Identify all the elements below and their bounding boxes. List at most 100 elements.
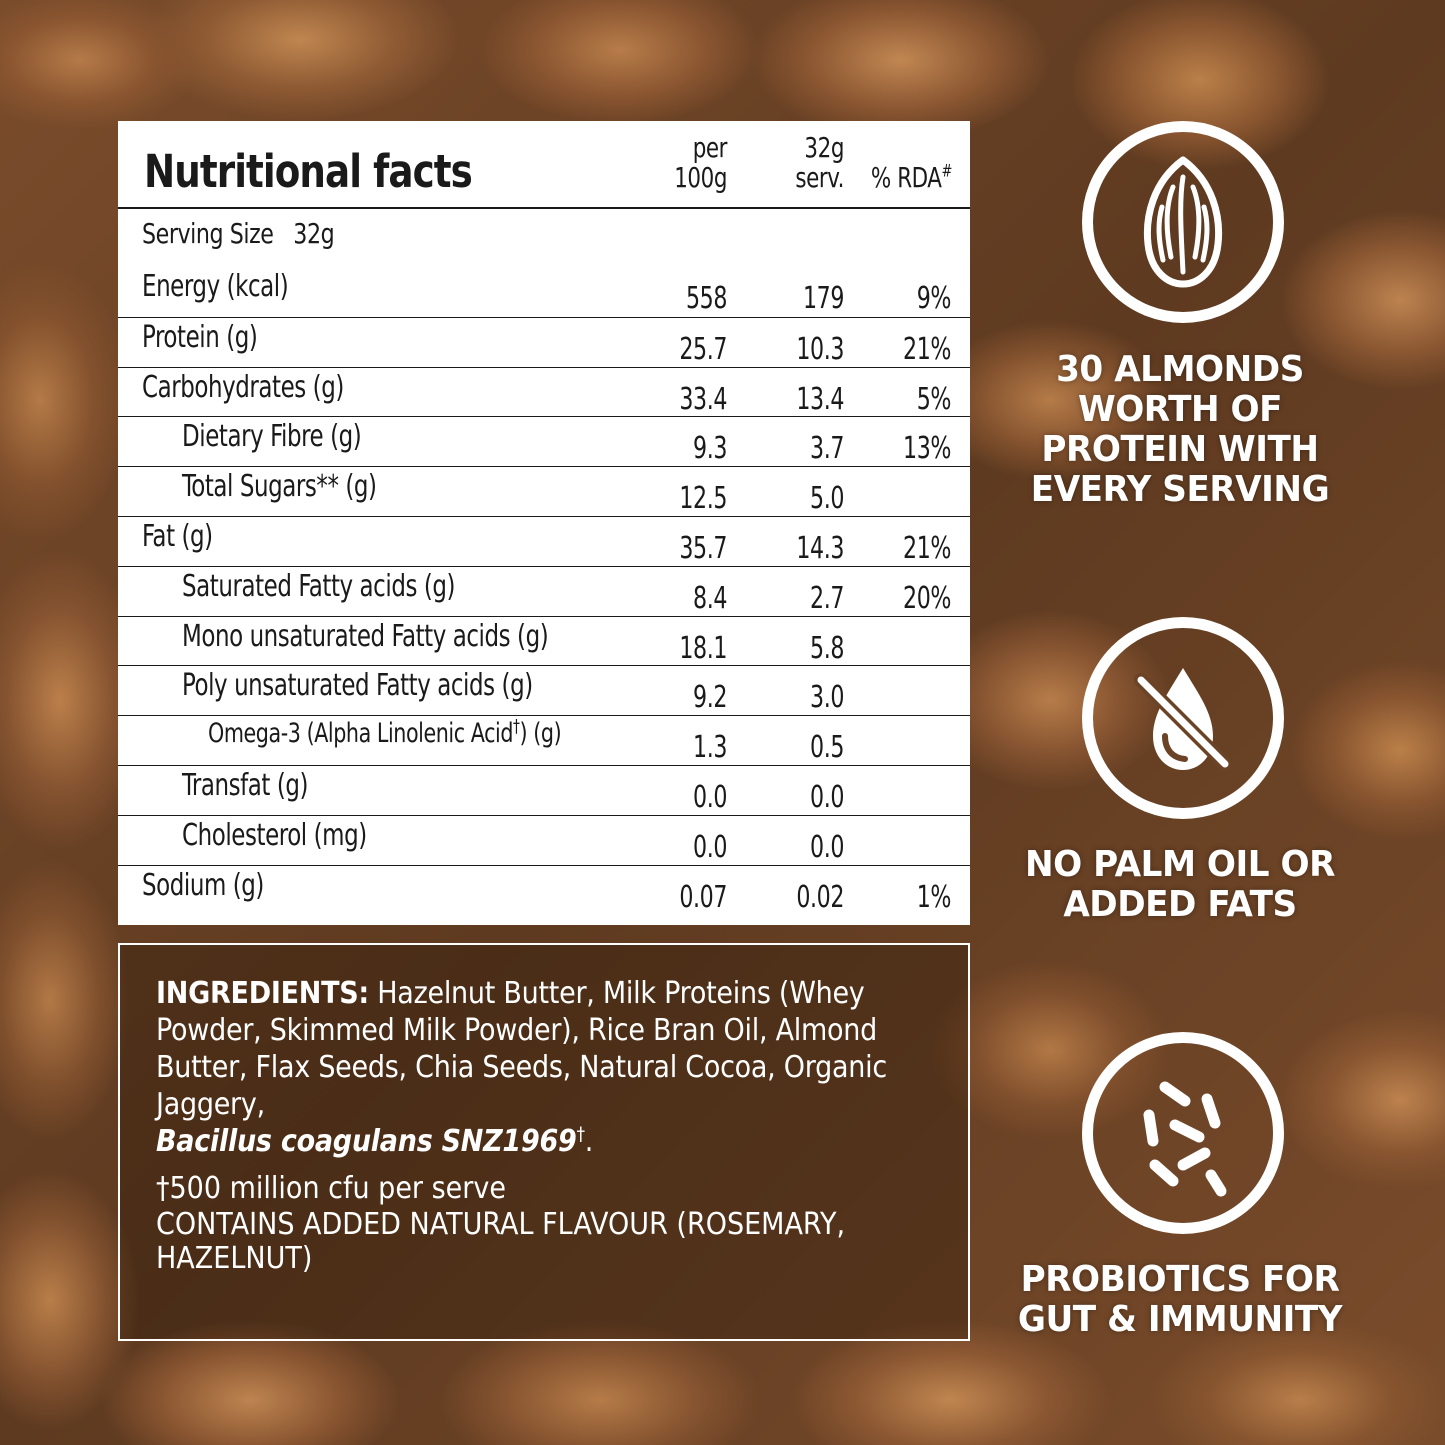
table-row: Saturated Fatty acids (g) 8.4 2.7 20% <box>118 565 970 616</box>
col-head-per100-b: 100g <box>674 161 727 194</box>
value-rda: 5% <box>916 381 952 417</box>
table-row: Carbohydrates (g) 33.4 13.4 5% <box>118 366 970 417</box>
col-head-serving: 32g serv. <box>742 133 844 193</box>
badge-no-oil-line-2: ADDED FATS <box>1063 884 1297 925</box>
value-per-serving: 10.3 <box>796 331 844 367</box>
serving-size-value: 32g <box>293 217 335 250</box>
row-label-sup: † <box>513 716 520 738</box>
ingredients-culture: Bacillus coagulans SNZ1969 <box>156 1124 577 1159</box>
badge-no-oil-line-1: NO PALM OIL OR <box>1025 844 1335 885</box>
col-head-serving-a: 32g <box>804 131 844 164</box>
value-per-serving: 13.4 <box>796 381 844 417</box>
badge-no-oil-text: NO PALM OIL OR ADDED FATS <box>981 845 1380 925</box>
badge-probiotics-text: PROBIOTICS FOR GUT & IMMUNITY <box>981 1260 1380 1340</box>
value-per-serving: 0.0 <box>810 779 844 815</box>
value-per-100g: 558 <box>685 281 727 316</box>
value-per-serving: 0.0 <box>810 829 844 865</box>
value-per-100g: 9.3 <box>693 431 727 467</box>
table-row: Sodium (g) 0.07 0.02 1% <box>118 864 970 915</box>
value-per-serving: 5.8 <box>810 630 844 666</box>
value-per-serving: 3.0 <box>810 680 844 716</box>
badge-probiotics-line-2: GUT & IMMUNITY <box>1017 1299 1343 1340</box>
row-label: Mono unsaturated Fatty acids (g) <box>182 618 549 654</box>
probiotics-icon <box>1143 1081 1227 1197</box>
row-label: Protein (g) <box>142 319 258 355</box>
badge-protein-line-1: 30 ALMONDS <box>1056 349 1304 390</box>
value-per-serving: 2.7 <box>810 580 844 616</box>
no-oil-drop-icon <box>1134 668 1232 771</box>
table-row: Protein (g) 25.7 10.3 21% <box>118 316 970 367</box>
ingredients-list: Hazelnut Butter, Milk Proteins (Whey Pow… <box>156 976 887 1122</box>
ingredients-box: INGREDIENTS: Hazelnut Butter, Milk Prote… <box>118 943 970 1341</box>
ingredients-text: INGREDIENTS: Hazelnut Butter, Milk Prote… <box>156 975 903 1160</box>
row-label-part: Omega-3 (Alpha Linolenic Acid <box>208 718 514 750</box>
probiotics-badge <box>1082 1032 1284 1234</box>
col-head-per100: per 100g <box>625 133 727 193</box>
value-rda: 13% <box>903 431 951 467</box>
table-row: Total Sugars** (g) 12.5 5.0 <box>118 466 970 516</box>
value-per-100g: 9.2 <box>693 680 727 716</box>
col-head-rda: % RDA# <box>850 161 953 194</box>
table-row: Cholesterol (mg) 0.0 0.0 <box>118 814 970 865</box>
row-label: Carbohydrates (g) <box>142 369 344 405</box>
almond-icon <box>1143 156 1223 288</box>
value-per-serving: 0.02 <box>796 879 844 915</box>
cfu-note: †500 million cfu per serve <box>156 1171 506 1206</box>
value-per-serving: 5.0 <box>810 481 844 517</box>
row-label: Omega-3 (Alpha Linolenic Acid†) (g) <box>208 716 562 750</box>
value-per-100g: 0.07 <box>679 879 727 915</box>
value-per-100g: 25.7 <box>679 331 727 367</box>
value-rda: 21% <box>903 530 951 566</box>
row-label: Poly unsaturated Fatty acids (g) <box>182 668 533 704</box>
value-per-100g: 0.0 <box>693 779 727 815</box>
badge-protein-text: 30 ALMONDS WORTH OF PROTEIN WITH EVERY S… <box>981 350 1380 510</box>
value-per-100g: 12.5 <box>679 481 727 517</box>
table-row: Energy (kcal) 558 179 9% <box>118 267 970 317</box>
badge-protein-line-2: WORTH OF <box>1077 389 1283 430</box>
row-label: Energy (kcal) <box>142 269 289 304</box>
row-label: Fat (g) <box>142 518 213 554</box>
ingredients-heading: INGREDIENTS: <box>156 976 369 1011</box>
value-rda: 1% <box>916 879 952 915</box>
badge-probiotics-line-1: PROBIOTICS FOR <box>1020 1259 1340 1300</box>
nutrition-header: Nutritional facts per 100g 32g serv. % R… <box>118 121 970 209</box>
row-label: Saturated Fatty acids (g) <box>182 568 456 604</box>
serving-size-label: Serving Size <box>142 217 274 250</box>
flavour-note: CONTAINS ADDED NATURAL FLAVOUR (ROSEMARY… <box>156 1207 846 1276</box>
value-per-100g: 18.1 <box>679 630 727 666</box>
table-row: Transfat (g) 0.0 0.0 <box>118 764 970 815</box>
col-head-rda-sup: # <box>941 161 953 182</box>
col-head-serving-b: serv. <box>795 161 844 194</box>
value-per-100g: 1.3 <box>693 730 727 766</box>
row-label: Dietary Fibre (g) <box>182 419 362 455</box>
ingredients-culture-end: . <box>584 1124 594 1159</box>
ingredients-culture-sup: † <box>576 1123 586 1145</box>
row-label: Sodium (g) <box>142 867 264 903</box>
value-per-serving: 3.7 <box>810 431 844 467</box>
no-oil-badge <box>1082 617 1284 819</box>
table-row: Fat (g) 35.7 14.3 21% <box>118 515 970 566</box>
row-label-part: ) (g) <box>519 718 562 750</box>
value-per-serving: 14.3 <box>796 530 844 566</box>
badge-protein-line-3: PROTEIN WITH <box>1041 429 1319 470</box>
table-row: Dietary Fibre (g) 9.3 3.7 13% <box>118 416 970 466</box>
value-per-serving: 0.5 <box>810 730 844 766</box>
value-per-100g: 35.7 <box>679 530 727 566</box>
value-rda: 21% <box>903 331 951 367</box>
badge-protein-line-4: EVERY SERVING <box>1030 469 1330 510</box>
value-per-100g: 33.4 <box>679 381 727 417</box>
value-per-100g: 8.4 <box>693 580 727 616</box>
table-row: Omega-3 (Alpha Linolenic Acid†) (g) 1.3 0.… <box>118 715 970 765</box>
row-label: Transfat (g) <box>182 767 309 803</box>
almond-badge <box>1082 121 1284 323</box>
value-per-serving: 179 <box>802 281 844 316</box>
table-row: Poly unsaturated Fatty acids (g) 9.2 3.0 <box>118 665 970 715</box>
col-head-per100-a: per <box>692 131 728 164</box>
nutrition-title: Nutritional facts <box>144 145 473 198</box>
col-head-rda-label: % RDA <box>870 161 942 194</box>
serving-size: Serving Size 32g <box>142 217 335 250</box>
nutrition-table: Nutritional facts per 100g 32g serv. % R… <box>118 121 970 925</box>
table-row: Mono unsaturated Fatty acids (g) 18.1 5.8 <box>118 615 970 666</box>
nutrition-rows: Energy (kcal) 558 179 9% Protein (g) 25.7 10.3… <box>118 267 970 915</box>
row-label: Total Sugars** (g) <box>182 469 377 505</box>
